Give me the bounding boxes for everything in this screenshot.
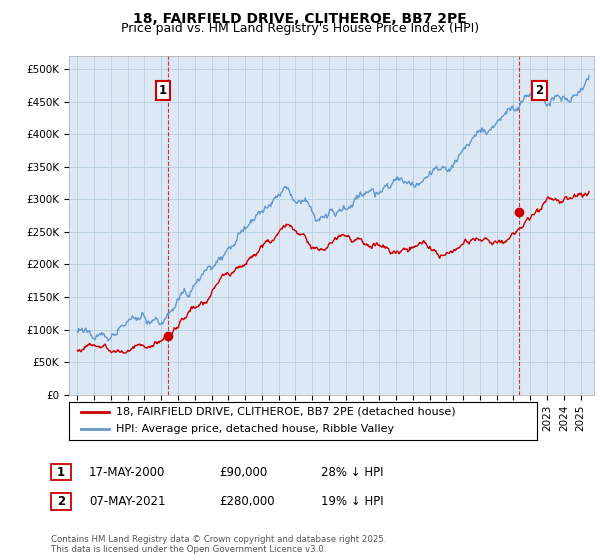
Text: Price paid vs. HM Land Registry's House Price Index (HPI): Price paid vs. HM Land Registry's House … <box>121 22 479 35</box>
Text: 18, FAIRFIELD DRIVE, CLITHEROE, BB7 2PE (detached house): 18, FAIRFIELD DRIVE, CLITHEROE, BB7 2PE … <box>116 407 455 417</box>
Text: £280,000: £280,000 <box>219 494 275 508</box>
Text: 2: 2 <box>535 84 544 97</box>
Text: 18, FAIRFIELD DRIVE, CLITHEROE, BB7 2PE: 18, FAIRFIELD DRIVE, CLITHEROE, BB7 2PE <box>133 12 467 26</box>
Text: 17-MAY-2000: 17-MAY-2000 <box>89 465 165 479</box>
Text: 28% ↓ HPI: 28% ↓ HPI <box>321 465 383 479</box>
Text: 1: 1 <box>158 84 167 97</box>
Text: 19% ↓ HPI: 19% ↓ HPI <box>321 494 383 508</box>
Text: £90,000: £90,000 <box>219 465 267 479</box>
Text: HPI: Average price, detached house, Ribble Valley: HPI: Average price, detached house, Ribb… <box>116 424 394 435</box>
Text: Contains HM Land Registry data © Crown copyright and database right 2025.
This d: Contains HM Land Registry data © Crown c… <box>51 535 386 554</box>
Text: 1: 1 <box>57 465 65 479</box>
Text: 2: 2 <box>57 494 65 508</box>
Text: 07-MAY-2021: 07-MAY-2021 <box>89 494 166 508</box>
